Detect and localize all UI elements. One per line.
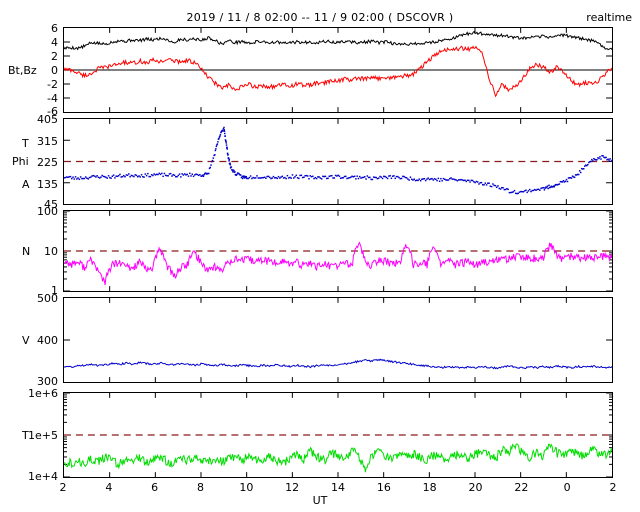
xtick-3: 8 [197,481,204,494]
ytick-btbz-3: 0 [51,64,58,77]
ytick-btbz-6: -6 [47,105,58,118]
velocity-plot [64,298,612,382]
ytick-btbz-4: -2 [47,78,58,91]
panel-label-t-angle: T [22,137,29,150]
ytick-btbz-1: 4 [51,36,58,49]
panel-label-phi: Phi [12,155,29,168]
panel-magnetic-field [63,27,613,113]
ytick-temp-1: 1e+5 [28,429,58,442]
ytick-phi-3: 135 [37,178,58,191]
ytick-n-0: 100 [37,205,58,218]
magnetic-field-plot [64,28,612,112]
xtick-11: 0 [563,481,571,494]
ytick-temp-0: 1e+6 [28,387,58,400]
ytick-v-0: 500 [37,292,58,305]
ytick-btbz-5: -4 [47,92,58,105]
realtime-label: realtime [586,11,632,24]
density-plot [64,211,612,291]
xtick-8: 18 [422,481,437,494]
xtick-0: 2 [59,481,67,494]
ytick-phi-0: 405 [37,113,58,126]
panel-field-angles [63,118,613,205]
xtick-1: 4 [105,481,113,494]
panel-label-btbz: Bt,Bz [8,64,37,77]
temperature-plot [64,393,612,477]
ytick-n-2: 1 [51,284,58,297]
ytick-phi-2: 225 [37,156,58,169]
panel-density [63,210,613,292]
xtick-7: 16 [376,481,391,494]
panel-temperature [63,392,613,478]
page-title: 2019 / 11 / 8 02:00 -- 11 / 9 02:00 ( DS… [186,11,454,24]
ytick-phi-4: 45 [44,198,58,211]
ytick-btbz-2: 2 [51,50,58,63]
field-angles-plot [64,119,612,204]
xtick-6: 14 [331,481,345,494]
xtick-10: 22 [514,481,529,494]
xtick-12: 2 [609,481,617,494]
panel-velocity [63,297,613,383]
panel-label-temperature: T [22,429,29,442]
ytick-v-1: 400 [37,334,58,347]
ytick-v-2: 300 [37,375,58,388]
x-axis-label: UT [312,494,328,507]
ytick-temp-2: 1e+4 [28,470,58,483]
panel-label-a: A [22,178,30,191]
panel-label-n: N [22,245,31,258]
ytick-btbz-0: 6 [51,22,58,35]
xtick-4: 10 [239,481,254,494]
xtick-2: 6 [151,481,159,494]
panel-label-v: V [22,334,30,347]
ytick-n-1: 10 [44,245,58,258]
ytick-phi-1: 315 [37,135,58,148]
xtick-9: 20 [468,481,483,494]
xtick-5: 12 [285,481,300,494]
